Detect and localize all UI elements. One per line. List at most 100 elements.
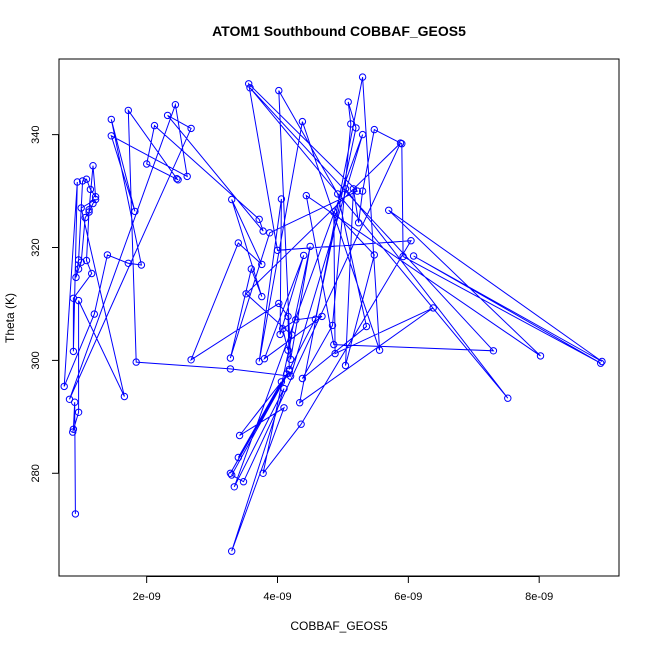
data-point: [69, 428, 77, 436]
data-point: [72, 273, 80, 282]
data-point: [328, 321, 337, 330]
data-point: [143, 160, 151, 168]
data-point: [228, 547, 236, 555]
data-point: [187, 356, 195, 364]
data-point: [91, 195, 100, 204]
data-point: [69, 294, 78, 302]
series-layer: [60, 73, 606, 555]
data-point: [69, 425, 78, 433]
y-tick-label: 300: [30, 351, 42, 369]
data-point: [81, 213, 89, 222]
data-point: [124, 259, 133, 267]
data-point: [280, 384, 288, 393]
data-point: [353, 187, 361, 195]
data-point: [300, 251, 308, 260]
data-point: [489, 347, 498, 355]
data-point: [398, 140, 406, 148]
data-point: [286, 372, 295, 380]
data-point: [226, 365, 235, 373]
data-point: [296, 399, 304, 407]
data-point: [370, 251, 378, 259]
data-point: [347, 120, 355, 128]
data-point: [344, 98, 352, 106]
data-point: [187, 124, 195, 133]
data-point: [375, 346, 384, 354]
data-point: [284, 346, 292, 354]
data-point: [234, 453, 243, 462]
data-point: [286, 355, 295, 363]
data-point: [74, 265, 83, 273]
x-axis-label: COBBAF_GEOS5: [290, 619, 388, 633]
data-point: [504, 394, 512, 402]
data-point: [226, 354, 235, 362]
data-point: [255, 357, 263, 366]
data-point: [341, 361, 350, 370]
data-point: [292, 316, 300, 324]
data-point: [288, 331, 296, 339]
x-tick-label: 6e-09: [394, 591, 422, 603]
data-point: [120, 392, 129, 401]
x-tick-label: 4e-09: [263, 591, 291, 603]
data-point: [183, 172, 191, 181]
data-point: [280, 404, 288, 412]
data-point: [246, 84, 254, 92]
data-point: [598, 357, 606, 366]
data-point: [302, 191, 310, 200]
data-point: [259, 227, 267, 235]
data-point: [331, 349, 339, 358]
data-point: [124, 106, 133, 115]
data-point: [258, 292, 266, 301]
data-point: [277, 378, 286, 386]
data-point: [89, 162, 97, 170]
y-tick-label: 340: [30, 125, 42, 143]
data-point: [174, 176, 182, 184]
y-axis-label: Theta (K): [3, 293, 17, 343]
data-point: [107, 132, 116, 140]
data-point: [407, 237, 415, 245]
data-point: [352, 124, 360, 132]
data-point: [103, 251, 112, 259]
x-tick-label: 8e-09: [525, 591, 553, 603]
data-point: [163, 111, 172, 120]
data-point: [306, 242, 314, 251]
data-point: [354, 219, 363, 227]
data-point: [349, 185, 358, 193]
data-point: [275, 86, 283, 95]
data-point: [65, 395, 74, 403]
y-axis: 280 300 320 340: [30, 125, 59, 482]
data-point: [275, 299, 283, 308]
data-point: [385, 206, 393, 215]
data-point: [429, 304, 437, 312]
data-point: [228, 195, 236, 204]
data-point: [266, 229, 274, 237]
x-axis: 2e-09 4e-09 6e-09 8e-09: [133, 576, 553, 603]
data-point: [536, 352, 545, 360]
data-point: [228, 471, 236, 479]
data-point: [73, 178, 82, 186]
data-point: [88, 269, 96, 278]
data-point: [341, 185, 350, 193]
x-tick-label: 2e-09: [133, 591, 161, 603]
data-point: [273, 246, 282, 255]
data-point: [245, 80, 253, 88]
data-point: [85, 208, 93, 216]
data-point: [86, 185, 95, 194]
data-point: [297, 420, 305, 428]
data-point: [132, 358, 140, 366]
data-point: [298, 374, 307, 383]
data-point: [330, 340, 338, 349]
data-point: [334, 190, 342, 198]
data-point: [77, 204, 85, 212]
data-point: [137, 261, 146, 269]
data-point: [69, 347, 78, 356]
data-point: [74, 256, 83, 264]
data-point: [107, 115, 116, 124]
data-point: [258, 260, 266, 269]
data-point: [330, 208, 338, 216]
data-point: [259, 469, 267, 477]
data-point: [370, 125, 378, 134]
data-point: [71, 510, 80, 518]
data-point: [277, 195, 286, 203]
data-point: [89, 199, 97, 208]
